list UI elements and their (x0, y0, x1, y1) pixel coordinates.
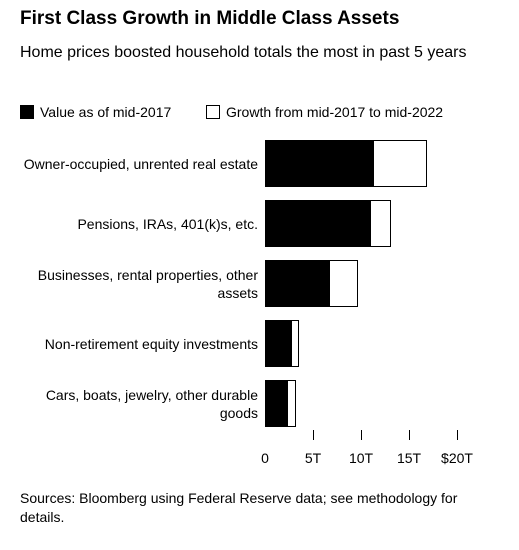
bar-segment (265, 380, 288, 427)
bar-segment (265, 260, 330, 307)
category-label: Pensions, IRAs, 401(k)s, etc. (77, 215, 258, 232)
legend-label: Growth from mid-2017 to mid-2022 (226, 104, 444, 120)
legend-label: Value as of mid-2017 (40, 104, 172, 120)
category-label: Businesses, rental properties, other ass… (37, 266, 258, 301)
bar-segment (369, 200, 391, 247)
x-tick-label: $20T (441, 450, 473, 466)
bar-segment (372, 140, 428, 187)
tick-mark (457, 430, 458, 440)
category-label: Non-retirement equity investments (44, 335, 258, 352)
bar-segment (265, 200, 370, 247)
bar-segment (290, 320, 299, 367)
category-label: Owner-occupied, unrented real estate (23, 155, 258, 172)
x-tick-label: 5T (304, 450, 322, 466)
bar-segment (265, 140, 373, 187)
tick-mark (313, 430, 314, 440)
legend-item: Growth from mid-2017 to mid-2022 (206, 104, 443, 120)
source-note: Sources: Bloomberg using Federal Reserve… (20, 490, 458, 525)
x-tick-label: 0 (261, 450, 269, 466)
bar-segment (329, 260, 359, 307)
legend-item: Value as of mid-2017 (20, 104, 171, 120)
category-label: Cars, boats, jewelry, other durable good… (45, 386, 258, 421)
chart-subtitle: Home prices boosted household totals the… (20, 44, 467, 61)
bar-segment (287, 380, 296, 427)
chart-title: First Class Growth in Middle Class Asset… (20, 8, 400, 29)
legend-swatch (206, 105, 220, 119)
tick-mark (361, 430, 362, 440)
bar-segment (265, 320, 291, 367)
x-tick-label: 15T (396, 450, 422, 466)
tick-mark (409, 430, 410, 440)
x-tick-label: 10T (348, 450, 374, 466)
legend-swatch (20, 105, 34, 119)
